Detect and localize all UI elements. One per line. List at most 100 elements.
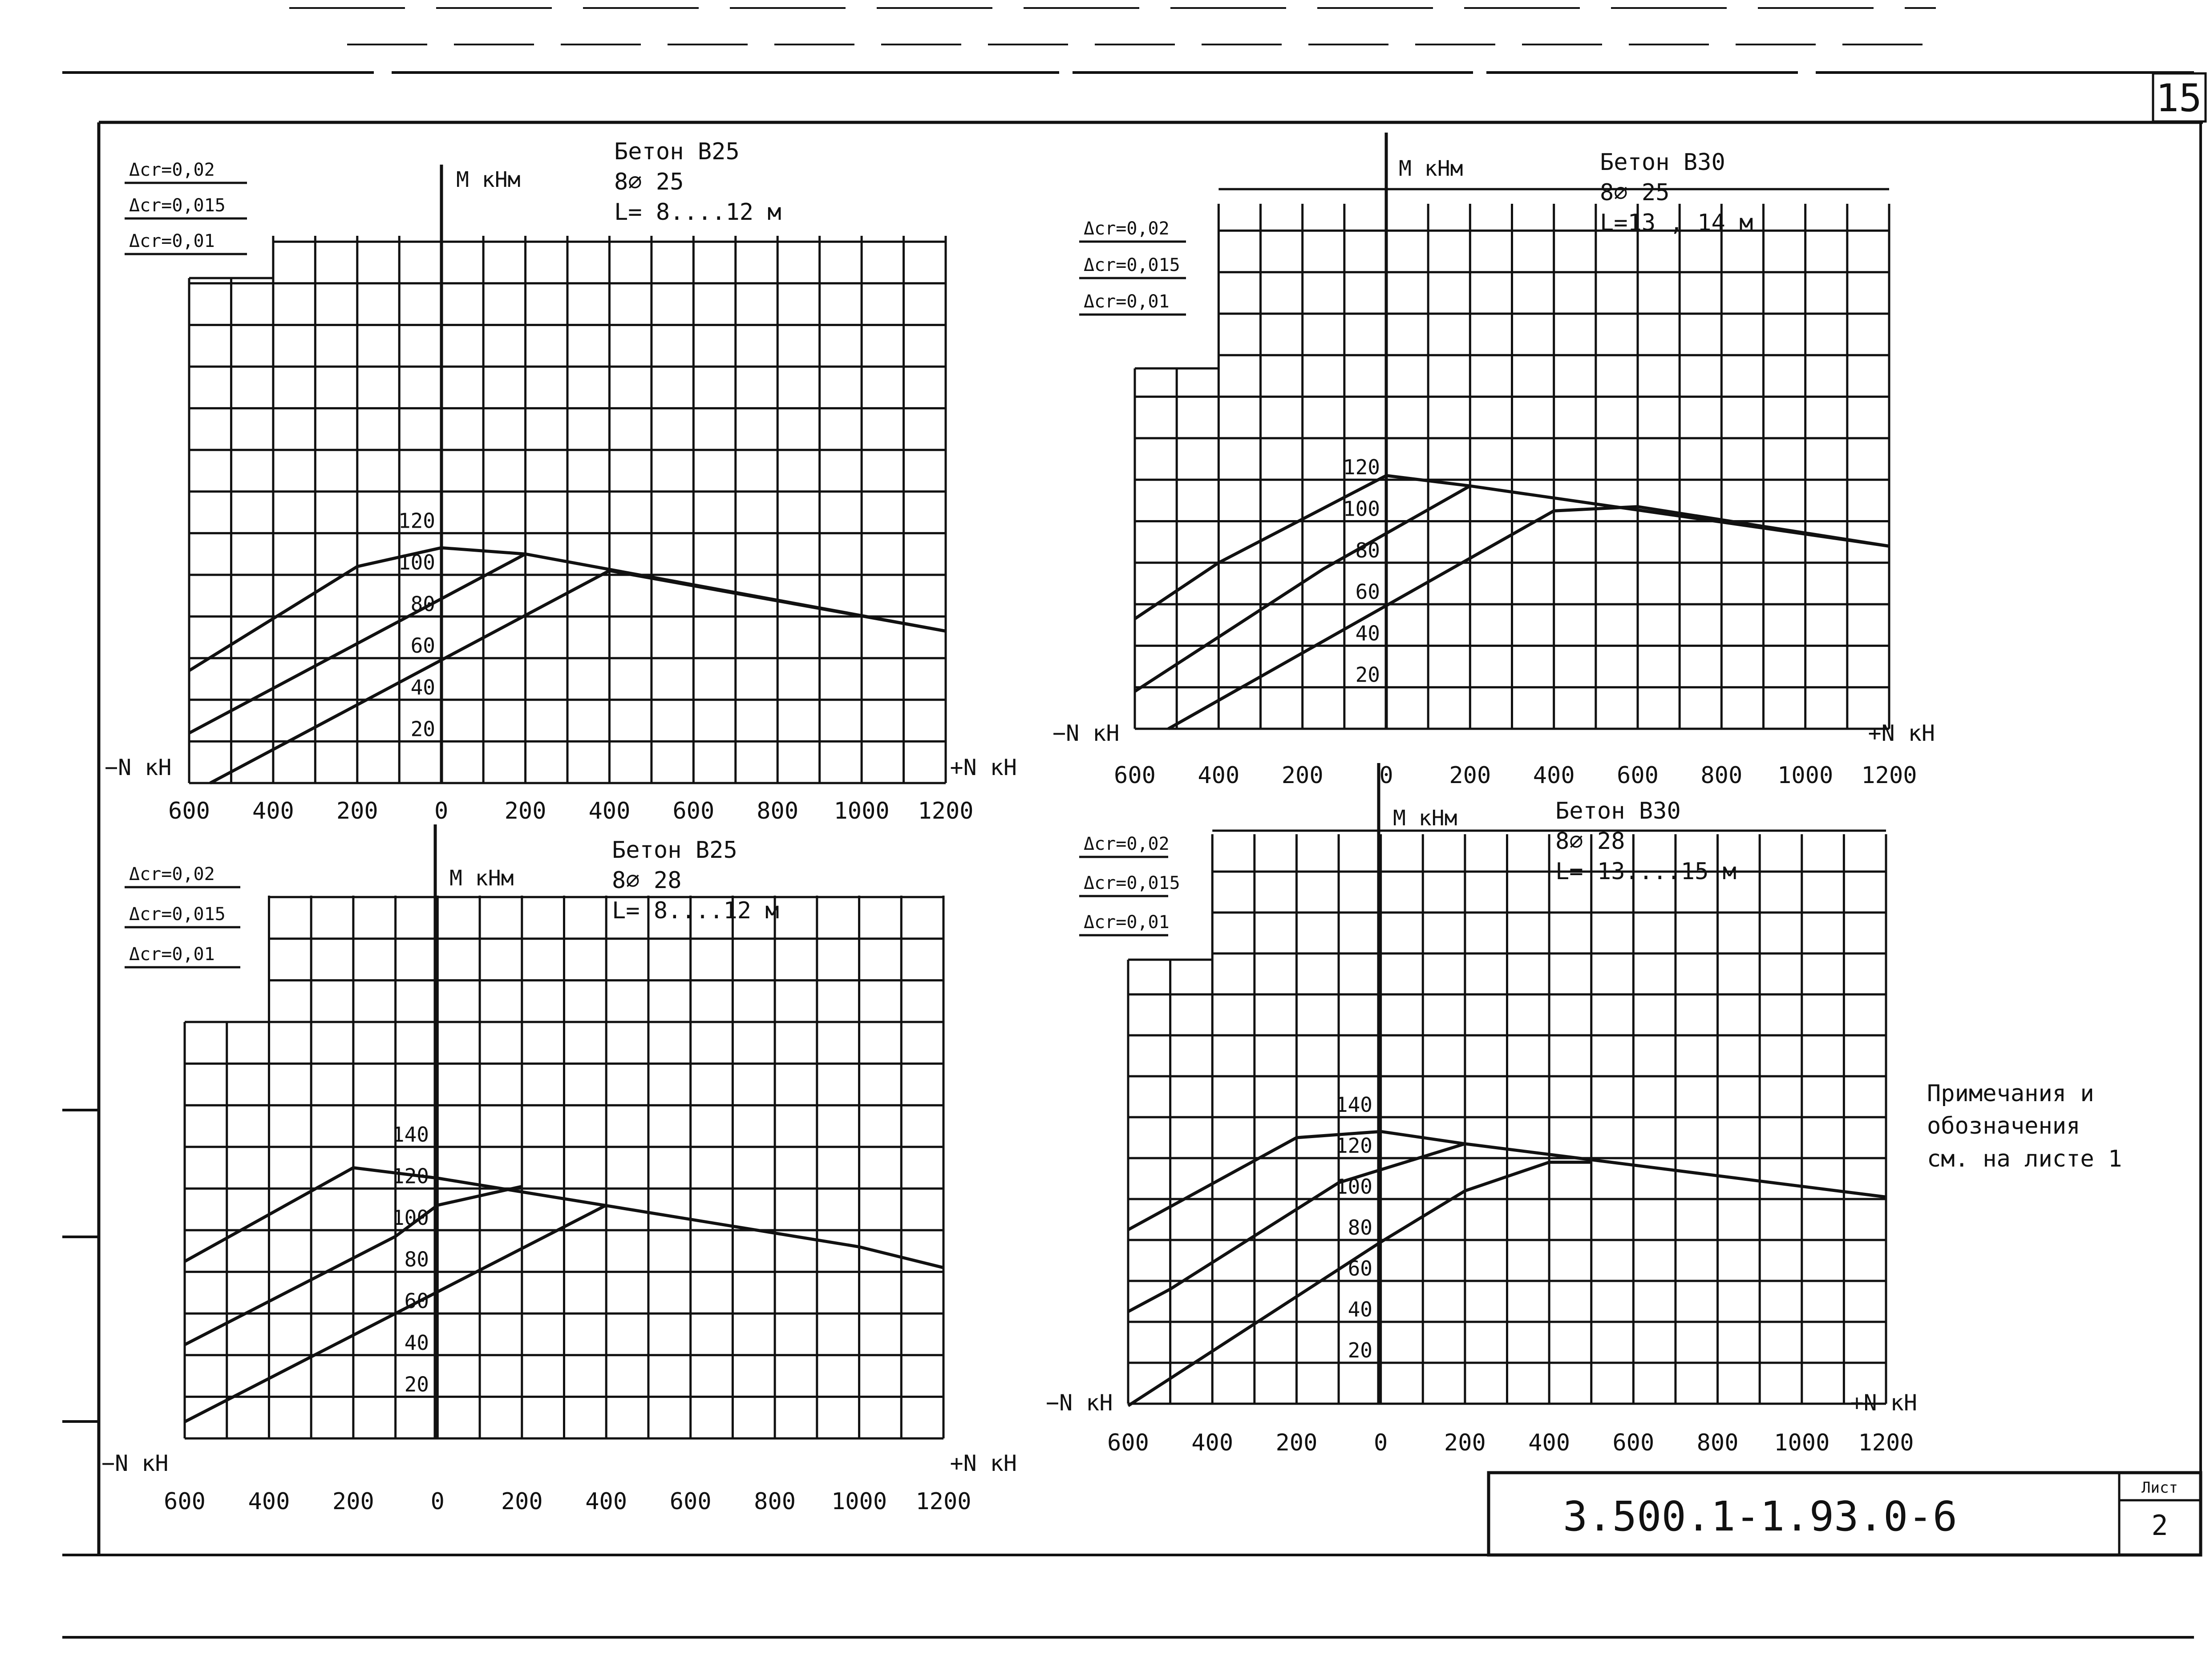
chart-info-line: 8∅ 25 [614, 169, 684, 195]
x-tick-label: 1000 [1774, 1430, 1830, 1456]
chart-info-line: 8∅ 28 [612, 867, 682, 894]
y-tick-label: 80 [411, 592, 435, 616]
chart-grid [183, 896, 945, 1440]
x-tick-label: 200 [336, 798, 378, 824]
legend-label: Δcr=0,015 [1084, 255, 1180, 275]
legend-label: Δcr=0,01 [129, 231, 215, 251]
x-tick-label: 600 [168, 798, 210, 824]
y-axis-label: М кНм [449, 866, 514, 891]
x-tick-label: 400 [248, 1488, 290, 1515]
x-tick-label: 400 [588, 798, 630, 824]
y-tick-label: 60 [405, 1289, 429, 1313]
legend-label: Δcr=0,02 [1084, 218, 1170, 239]
x-tick-label: 600 [1107, 1430, 1149, 1456]
y-tick-label: 100 [398, 550, 435, 574]
series-line-2 [188, 553, 526, 735]
x-tick-label: 800 [1697, 1430, 1739, 1456]
notes-line-3: см. на листе 1 [1927, 1146, 2122, 1172]
y-tick-label: 60 [1348, 1256, 1372, 1280]
y-tick-label: 40 [1348, 1297, 1372, 1321]
x-tick-label: 0 [431, 1488, 445, 1515]
chart-grid [1133, 188, 1890, 730]
sheet-number: 2 [2151, 1509, 2168, 1542]
x-axis-label-left: −N кН [105, 755, 172, 780]
x-tick-label: 1000 [1777, 762, 1833, 789]
x-tick-label: 800 [1700, 762, 1742, 789]
notes-line-1: Примечания и [1927, 1080, 2094, 1107]
y-tick-label: 100 [392, 1206, 429, 1230]
series-line-3 [209, 569, 946, 785]
chart-3: 20 40 60 80 100 120 140 600 400 200 0 200 400 600 800 1… [101, 824, 1017, 1515]
x-tick-label: 400 [1528, 1430, 1570, 1456]
series-line-1 [1127, 1130, 1886, 1232]
series-line-3 [184, 1203, 607, 1423]
legend-label: Δcr=0,01 [1084, 291, 1170, 312]
chart-info-line: 8∅ 25 [1600, 179, 1670, 206]
x-tick-label: 0 [434, 798, 448, 824]
series-line-2 [184, 1185, 522, 1346]
x-axis-label-right: +N кН [1850, 1390, 1917, 1416]
legend-label: Δcr=0,01 [129, 944, 215, 965]
x-tick-label: 1000 [831, 1488, 887, 1515]
x-tick-label: 800 [754, 1488, 796, 1515]
x-tick-label: 1000 [834, 798, 889, 824]
y-tick-label: 120 [1343, 455, 1380, 479]
chart-info-line: Бетон В30 [1600, 149, 1725, 176]
x-tick-label: 200 [1275, 1430, 1317, 1456]
series-line-1 [184, 1166, 944, 1269]
chart-1: 20 40 60 80 100 120 600 400 200 0 200 400 600 800 1000… [105, 138, 1017, 824]
y-tick-label: 20 [405, 1372, 429, 1396]
series-line-2 [1134, 485, 1471, 693]
x-tick-label: 600 [1114, 762, 1156, 789]
y-tick-label: 80 [405, 1248, 429, 1272]
x-tick-label: 200 [1444, 1430, 1486, 1456]
legend-label: Δcr=0,02 [129, 160, 215, 180]
chart-info-line: 8∅ 28 [1555, 828, 1625, 855]
x-axis-label-right: +N кН [1868, 720, 1935, 746]
sheet-frame [62, 7, 2207, 1639]
x-tick-label: 200 [1282, 762, 1324, 789]
x-tick-label: 600 [672, 798, 714, 824]
series-line-3 [1167, 505, 1890, 731]
y-tick-label: 60 [411, 634, 435, 658]
legend-label: Δcr=0,01 [1084, 912, 1170, 933]
chart-info-line: L= 8....12 м [612, 897, 779, 924]
sheet-label: Лист [2141, 1479, 2178, 1497]
chart-info-line: L= 13....15 м [1555, 858, 1736, 885]
x-tick-label: 400 [1533, 762, 1575, 789]
page-number: 15 [2156, 76, 2202, 121]
x-axis-label-right: +N кН [950, 1450, 1017, 1476]
y-tick-label: 100 [1336, 1175, 1372, 1199]
x-tick-label: 600 [1617, 762, 1659, 789]
y-tick-label: 120 [1336, 1134, 1372, 1158]
x-tick-label: 400 [585, 1488, 627, 1515]
y-axis-label: М кНм [1399, 156, 1463, 181]
x-tick-label: 600 [670, 1488, 712, 1515]
chart-grid [188, 236, 947, 784]
y-tick-label: 140 [1336, 1093, 1372, 1117]
series-line-2 [1127, 1142, 1465, 1313]
x-tick-label: 200 [332, 1488, 374, 1515]
series-line-1 [1134, 474, 1890, 620]
x-tick-label: 400 [1191, 1430, 1233, 1456]
y-tick-label: 140 [392, 1123, 429, 1147]
chart-2: 20 40 60 80 100 120 600 400 200 0 200 400 600 800 1000… [1052, 133, 1935, 789]
x-tick-label: 1200 [1861, 762, 1917, 789]
notes: Примечания и обозначения см. на листе 1 [1927, 1080, 2122, 1172]
x-axis-label-left: −N кН [1052, 720, 1120, 746]
x-tick-label: 1200 [918, 798, 973, 824]
chart-info-line: Бетон В30 [1555, 798, 1681, 824]
y-axis-label: М кНм [456, 167, 521, 192]
x-tick-label: 600 [1612, 1430, 1654, 1456]
x-tick-label: 400 [1198, 762, 1239, 789]
x-tick-label: 200 [1449, 762, 1491, 789]
x-tick-label: 400 [252, 798, 294, 824]
x-axis-label-left: −N кН [1046, 1390, 1113, 1416]
x-axis-label-right: +N кН [950, 755, 1017, 780]
y-tick-label: 40 [1356, 621, 1380, 645]
document-code: 3.500.1-1.93.0-6 [1563, 1493, 1957, 1540]
y-tick-label: 40 [405, 1331, 429, 1355]
x-tick-label: 1200 [915, 1488, 971, 1515]
chart-info-line: L= 8....12 м [614, 199, 781, 226]
